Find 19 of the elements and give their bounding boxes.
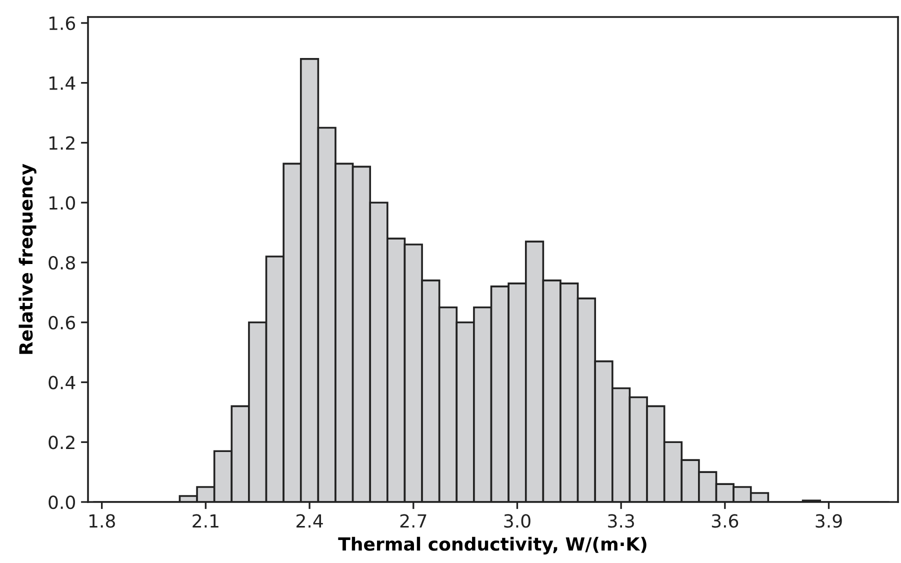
x-tick-label: 3.3: [608, 514, 634, 528]
y-tick-label: 1.6: [49, 16, 76, 30]
x-tick-label: 2.1: [192, 514, 218, 528]
x-tick-label: 3.6: [712, 514, 738, 528]
x-axis-title: Thermal conductivity, W/(m·K): [338, 536, 646, 554]
y-tick-label: 1.2: [49, 136, 74, 150]
y-axis-title: Relative frequency: [18, 164, 36, 354]
y-tick-label: 0.0: [48, 495, 75, 510]
x-tick-label: 2.7: [400, 514, 426, 528]
x-tick-label: 1.8: [89, 514, 115, 528]
y-tick-label: 0.2: [48, 436, 74, 450]
y-tick-label: 1.0: [49, 196, 75, 210]
x-tick-label: 3.0: [504, 514, 530, 528]
y-tick-label: 1.4: [49, 76, 76, 90]
y-tick-label: 0.8: [48, 256, 75, 270]
y-tick-label: 0.4: [48, 376, 76, 390]
x-tick-label: 2.4: [296, 514, 323, 528]
x-tick-label: 3.9: [816, 514, 842, 528]
y-tick-label: 0.6: [48, 316, 76, 330]
